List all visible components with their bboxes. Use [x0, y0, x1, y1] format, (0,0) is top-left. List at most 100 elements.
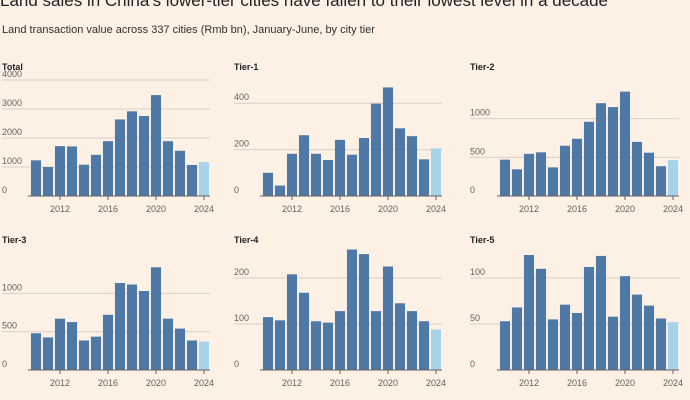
- x-tick-label: 2024: [194, 378, 214, 388]
- bar-tier-1-2023: [418, 159, 430, 196]
- bar-tier-3-2016: [102, 314, 114, 370]
- x-tick-label: 2020: [146, 378, 166, 388]
- panel-title-tier-4: Tier-4: [234, 235, 258, 245]
- x-tick-label: 2024: [663, 204, 683, 214]
- bar-tier-1-2010: [262, 172, 274, 196]
- bar-tier-3-2019: [138, 291, 150, 370]
- bar-total-2024: [198, 162, 210, 196]
- bar-tier-1-2021: [394, 128, 406, 196]
- bar-total-2023: [186, 164, 198, 196]
- bar-tier-5-2022: [643, 305, 655, 370]
- bar-tier-4-2012: [286, 274, 298, 370]
- bar-tier-2-2022: [643, 152, 655, 196]
- x-tick-label: 2012: [282, 378, 302, 388]
- bar-tier-4-2011: [274, 320, 286, 370]
- y-tick-label: 0: [470, 185, 475, 195]
- y-tick-label: 0: [2, 185, 7, 195]
- x-tick-label: 2012: [50, 378, 70, 388]
- bar-tier-2-2015: [559, 145, 571, 196]
- x-tick-label: 2020: [378, 378, 398, 388]
- bar-total-2017: [114, 119, 126, 196]
- panel-title-tier-5: Tier-5: [470, 235, 494, 245]
- y-tick-label: 0: [234, 185, 239, 195]
- x-tick-label: 2024: [426, 204, 446, 214]
- bar-tier-4-2013: [298, 292, 310, 370]
- bar-total-2012: [54, 146, 66, 196]
- bar-tier-4-2019: [370, 311, 382, 370]
- panel-title-total: Total: [2, 62, 23, 72]
- y-tick-label: 100: [470, 267, 485, 277]
- bar-total-2021: [162, 141, 174, 196]
- bar-tier-3-2023: [186, 340, 198, 370]
- bar-tier-1-2013: [298, 135, 310, 196]
- bar-total-2019: [138, 115, 150, 196]
- bar-tier-2-2012: [523, 153, 535, 196]
- bar-tier-5-2014: [547, 319, 559, 370]
- bar-tier-2-2019: [607, 107, 619, 196]
- bar-tier-4-2010: [262, 317, 274, 370]
- bar-tier-4-2022: [406, 311, 418, 370]
- y-tick-label: 50: [470, 313, 480, 323]
- bar-tier-5-2023: [655, 318, 667, 370]
- bar-tier-2-2017: [583, 121, 595, 196]
- bar-total-2018: [126, 111, 138, 196]
- bar-tier-5-2016: [571, 312, 583, 370]
- y-tick-label: 0: [234, 359, 239, 369]
- bar-tier-2-2016: [571, 138, 583, 196]
- x-tick-label: 2024: [194, 204, 214, 214]
- bar-total-2022: [174, 150, 186, 196]
- x-tick-label: 2020: [146, 204, 166, 214]
- y-tick-label: 200: [234, 139, 249, 149]
- bar-total-2015: [90, 154, 102, 196]
- bar-tier-2-2014: [547, 167, 559, 196]
- bar-tier-3-2014: [78, 340, 90, 370]
- bar-tier-3-2022: [174, 328, 186, 370]
- y-tick-label: 400: [234, 92, 249, 102]
- x-tick-label: 2024: [663, 378, 683, 388]
- x-tick-label: 2016: [567, 378, 587, 388]
- bar-tier-1-2018: [358, 138, 370, 196]
- bar-tier-3-2020: [150, 267, 162, 370]
- bar-total-2020: [150, 95, 162, 196]
- bar-tier-1-2019: [370, 103, 382, 196]
- y-tick-label: 4000: [2, 69, 22, 79]
- x-tick-label: 2012: [50, 204, 70, 214]
- bar-tier-2-2020: [619, 91, 631, 196]
- bar-tier-5-2010: [499, 321, 511, 370]
- bar-tier-1-2017: [346, 154, 358, 196]
- chart-headline: Land sales in China's lower-tier cities …: [0, 0, 609, 10]
- bar-tier-5-2017: [583, 266, 595, 370]
- bar-tier-1-2016: [334, 139, 346, 196]
- bar-total-2014: [78, 164, 90, 196]
- bar-tier-5-2015: [559, 304, 571, 370]
- bar-tier-3-2013: [66, 322, 78, 370]
- bar-tier-3-2012: [54, 318, 66, 370]
- bar-tier-1-2014: [310, 153, 322, 196]
- y-tick-label: 0: [2, 359, 7, 369]
- panel-title-tier-3: Tier-3: [2, 235, 26, 245]
- bar-tier-3-2018: [126, 284, 138, 370]
- y-tick-label: 100: [234, 313, 249, 323]
- bar-tier-4-2023: [418, 321, 430, 370]
- panel-title-tier-1: Tier-1: [234, 62, 258, 72]
- x-tick-label: 2016: [98, 378, 118, 388]
- bar-tier-3-2024: [198, 341, 210, 370]
- bar-tier-3-2021: [162, 318, 174, 370]
- bar-tier-1-2024: [430, 148, 442, 196]
- bar-tier-3-2017: [114, 282, 126, 370]
- bar-tier-4-2024: [430, 329, 442, 370]
- bar-tier-4-2020: [382, 266, 394, 370]
- bar-tier-5-2021: [631, 294, 643, 370]
- x-tick-label: 2012: [519, 204, 539, 214]
- x-tick-label: 2024: [426, 378, 446, 388]
- bar-tier-5-2019: [607, 316, 619, 370]
- bar-tier-1-2015: [322, 160, 334, 196]
- bar-total-2016: [102, 141, 114, 196]
- bar-tier-2-2018: [595, 103, 607, 196]
- bar-tier-2-2021: [631, 141, 643, 196]
- bar-total-2010: [30, 160, 42, 196]
- bar-tier-3-2015: [90, 336, 102, 370]
- bar-tier-2-2013: [535, 152, 547, 196]
- bar-tier-4-2016: [334, 311, 346, 370]
- bar-tier-5-2012: [523, 255, 535, 370]
